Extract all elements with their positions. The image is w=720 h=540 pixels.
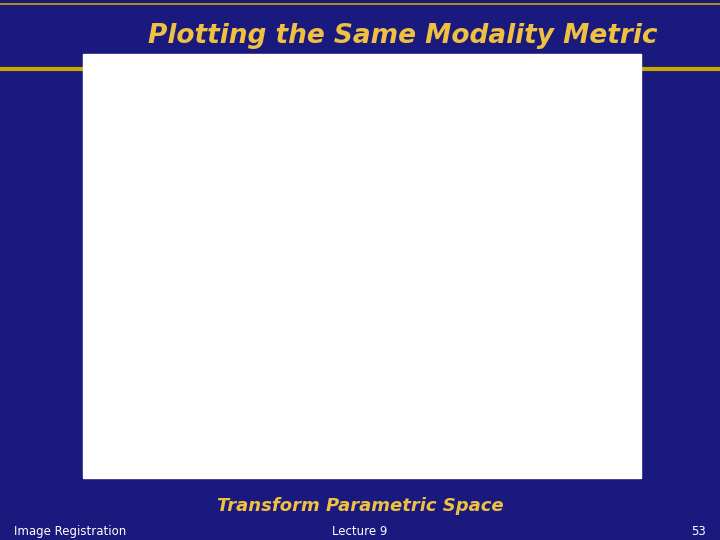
Text: Image Registration: Image Registration (14, 525, 127, 538)
Text: 53: 53 (691, 525, 706, 538)
Text: Plotting the Same Modality Metric: Plotting the Same Modality Metric (148, 23, 658, 50)
Text: Transform Parametric Space: Transform Parametric Space (217, 497, 503, 515)
Text: Lecture 9: Lecture 9 (333, 525, 387, 538)
Text: Mattes Mutual Information: Mattes Mutual Information (202, 103, 518, 123)
